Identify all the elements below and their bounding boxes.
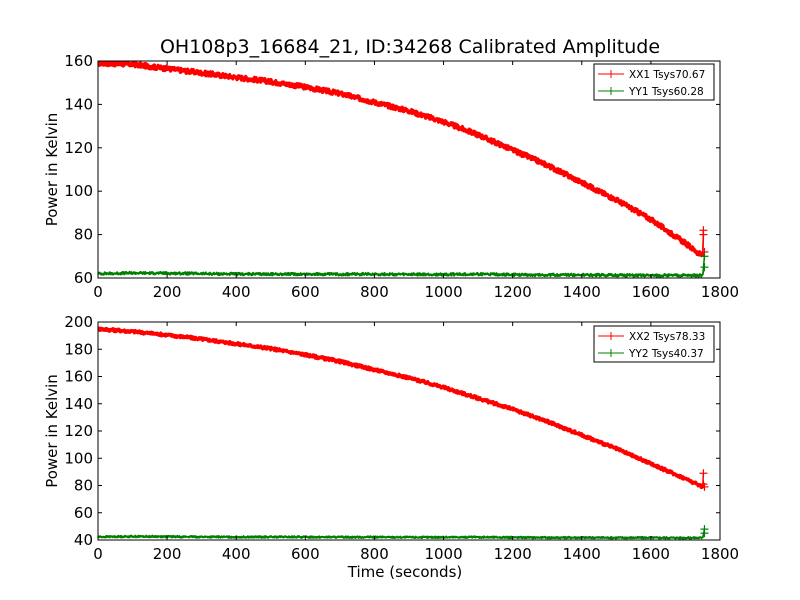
series-trend <box>98 535 703 539</box>
x-tick-label: 0 <box>93 545 103 563</box>
legend-label: YY2 Tsys40.37 <box>628 348 704 360</box>
x-tick-label: 1600 <box>632 283 670 301</box>
legend: XX2 Tsys78.33 YY2 Tsys40.37 <box>593 325 715 363</box>
x-tick-label: 400 <box>222 283 251 301</box>
y-tick-label: 160 <box>64 368 93 386</box>
legend-label: XX2 Tsys78.33 <box>629 331 705 343</box>
y-tick-label: 200 <box>64 313 93 331</box>
bottom-panel: 0 200 400 600 800 1000 1200 1400 1600 1800 40 60 80 1… <box>43 313 739 581</box>
x-tick-label: 1200 <box>494 283 532 301</box>
series-trend <box>98 327 704 489</box>
x-tick-label: 1600 <box>632 545 670 563</box>
legend-box <box>593 325 715 363</box>
legend-label: YY1 Tsys60.28 <box>628 86 704 98</box>
x-tick-label: 200 <box>153 283 182 301</box>
legend: XX1 Tsys70.67 YY1 Tsys60.28 <box>593 63 715 101</box>
y-tick-label: 80 <box>74 477 93 495</box>
y-tick-label: 120 <box>64 139 93 157</box>
x-tick-label: 1000 <box>424 283 462 301</box>
x-axis-label: Time (seconds) <box>347 563 463 581</box>
x-tick-label: 0 <box>93 283 103 301</box>
x-tick-label: 1400 <box>563 545 601 563</box>
legend-box <box>593 63 715 101</box>
series-trend <box>98 272 703 277</box>
plot-data <box>98 61 709 278</box>
y-tick-label: 140 <box>64 95 93 113</box>
y-axis-label: Power in Kelvin <box>43 374 61 488</box>
plot-data <box>98 326 709 540</box>
x-tick-label: 400 <box>222 545 251 563</box>
y-tick-label: 80 <box>74 226 93 244</box>
x-tick-label: 1400 <box>563 283 601 301</box>
y-tick-label: 160 <box>64 52 93 70</box>
chart-title: OH108p3_16684_21, ID:34268 Calibrated Am… <box>160 36 660 58</box>
x-tick-label: 1200 <box>494 545 532 563</box>
x-tick-label: 200 <box>153 545 182 563</box>
x-tick-label: 1000 <box>424 545 462 563</box>
y-tick-label: 40 <box>74 531 93 549</box>
y-tick-label: 120 <box>64 422 93 440</box>
y-tick-label: 100 <box>64 182 93 200</box>
y-tick-label: 60 <box>74 504 93 522</box>
y-tick-label: 60 <box>74 269 93 287</box>
y-tick-label: 140 <box>64 395 93 413</box>
x-tick-label: 1800 <box>701 283 739 301</box>
x-tick-label: 800 <box>360 545 389 563</box>
legend-label: XX1 Tsys70.67 <box>629 69 705 81</box>
x-tick-label: 800 <box>360 283 389 301</box>
x-tick-label: 600 <box>291 283 320 301</box>
x-tick-label: 1800 <box>701 545 739 563</box>
axes-frame <box>97 60 721 279</box>
y-tick-label: 180 <box>64 340 93 358</box>
x-tick-label: 600 <box>291 545 320 563</box>
y-tick-label: 100 <box>64 449 93 467</box>
top-panel: 0 200 400 600 800 1000 1200 1400 1600 1800 60 80 100… <box>43 52 739 301</box>
series-trend <box>98 61 704 258</box>
y-axis-label: Power in Kelvin <box>43 113 61 227</box>
